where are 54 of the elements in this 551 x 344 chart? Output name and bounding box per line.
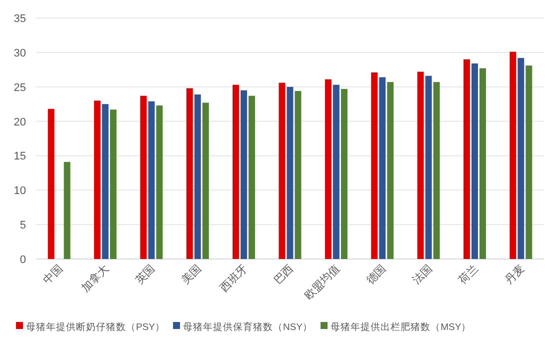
x-tick-label: 丹麦 [502, 262, 528, 287]
x-tick-label: 欧盟均值 [302, 262, 342, 302]
bar [332, 84, 340, 259]
bar [463, 59, 470, 259]
bar [479, 68, 486, 259]
bar [94, 100, 101, 259]
x-tick-label: 中国 [40, 262, 66, 287]
y-tick-label: 20 [14, 116, 26, 128]
y-tick-label: 0 [20, 254, 26, 266]
bar [194, 94, 201, 259]
legend-label: 母猪年提供出栏肥猪数（MSY） [330, 321, 472, 333]
y-tick-label: 25 [14, 82, 26, 94]
x-tick-label: 英国 [132, 262, 158, 287]
legend-label: 母猪年提供断奶仔猪数（PSY） [26, 321, 166, 333]
legend-label: 母猪年提供保育猪数（NSY） [183, 321, 313, 333]
bar [526, 66, 532, 259]
x-tick-label: 加拿大 [78, 262, 112, 294]
bar [140, 96, 147, 259]
bar [240, 90, 248, 259]
bar [156, 105, 163, 259]
bar [278, 82, 286, 259]
bar [294, 90, 302, 259]
y-tick-label: 15 [14, 150, 26, 163]
bar [324, 79, 332, 259]
bar [232, 84, 240, 259]
bar [64, 162, 70, 259]
bar [102, 104, 109, 259]
x-tick-label: 美国 [179, 262, 204, 287]
bar [387, 82, 394, 259]
bar [471, 63, 478, 259]
bar [379, 77, 386, 259]
bar [433, 82, 440, 259]
y-tick-label: 35 [14, 13, 26, 25]
x-tick-label: 西班牙 [217, 262, 250, 294]
y-tick-label: 10 [14, 185, 26, 198]
bar [186, 88, 193, 259]
bar [148, 101, 155, 259]
bar [371, 72, 378, 259]
x-tick-label: 巴西 [272, 262, 296, 287]
y-tick-label: 5 [20, 220, 26, 232]
x-tick-label: 法国 [410, 262, 435, 287]
x-tick-label: 德国 [364, 262, 388, 287]
bar [417, 72, 424, 259]
x-tick-label: 荷兰 [456, 262, 481, 287]
bar [202, 102, 209, 259]
bar [110, 110, 117, 259]
y-tick-label: 30 [14, 47, 26, 60]
bar [425, 76, 432, 259]
bar [286, 86, 294, 259]
bar [48, 108, 54, 259]
bar [518, 58, 524, 259]
bar [248, 96, 256, 259]
bar [340, 88, 348, 259]
bar [510, 52, 516, 259]
